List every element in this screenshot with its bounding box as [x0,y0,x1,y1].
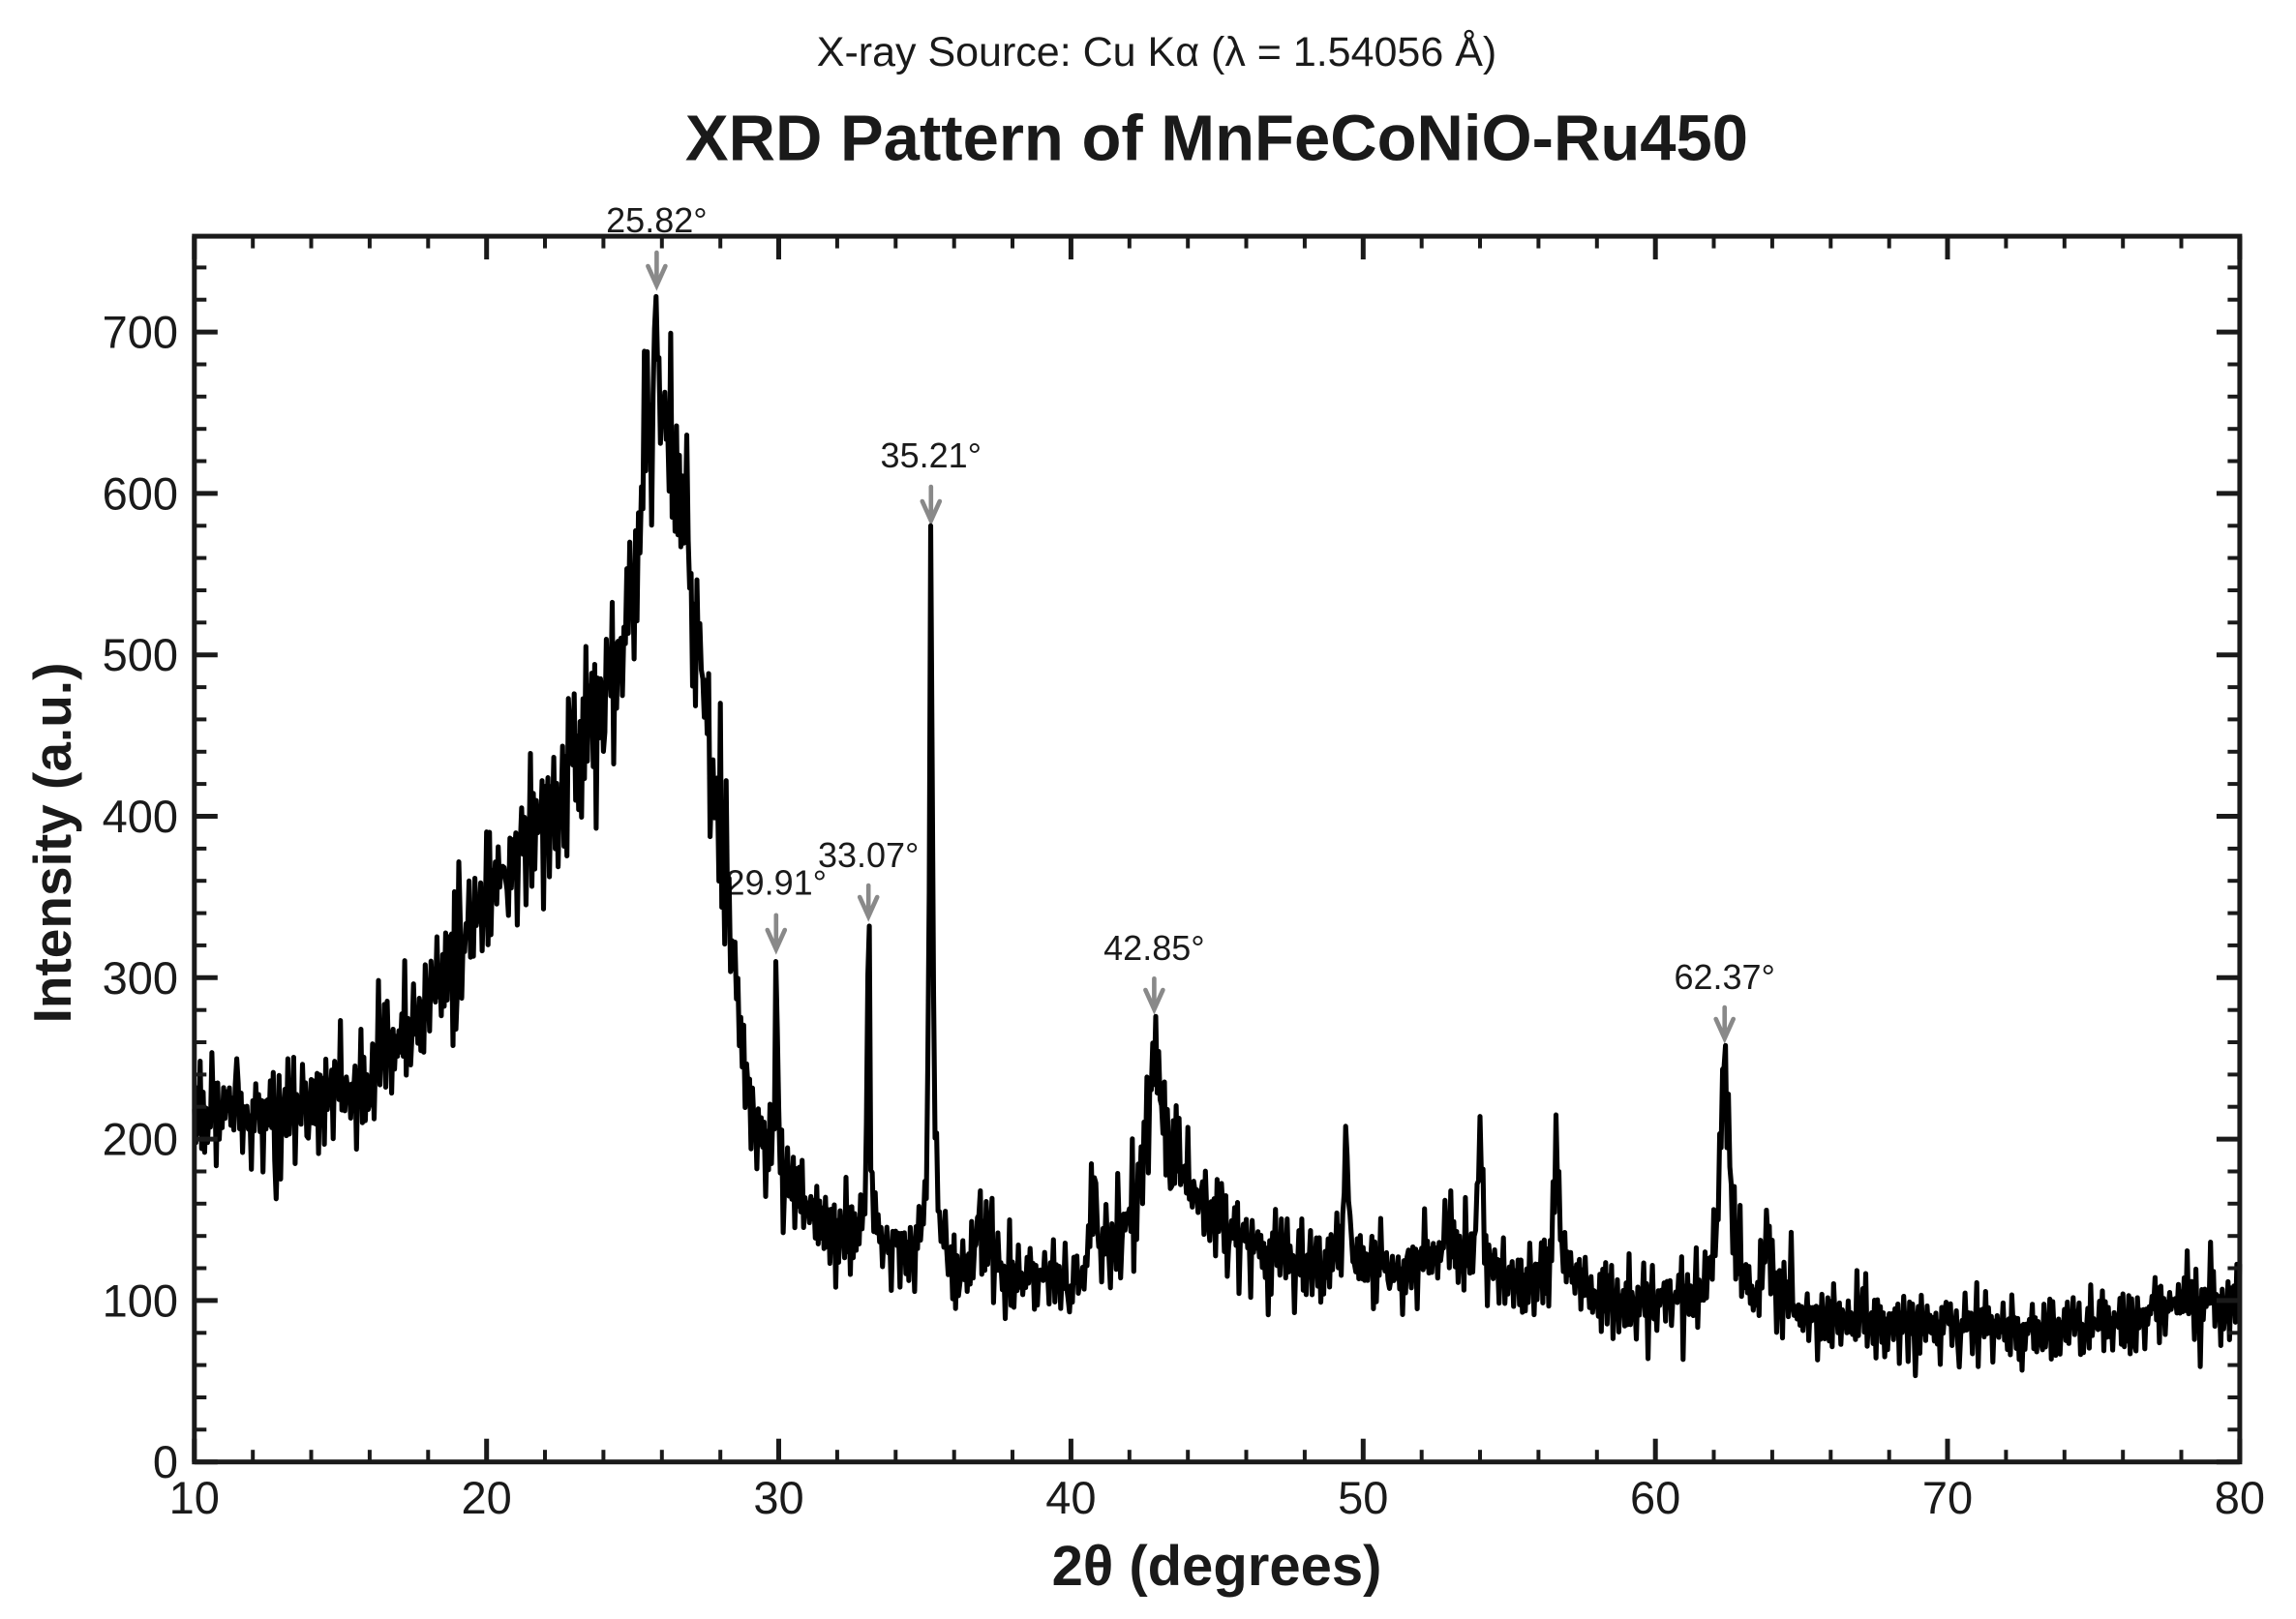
svg-text:50: 50 [1338,1472,1388,1523]
svg-text:0: 0 [153,1436,178,1487]
svg-text:200: 200 [103,1114,178,1165]
svg-text:10: 10 [169,1472,220,1523]
svg-text:2θ (degrees): 2θ (degrees) [1052,1535,1382,1598]
svg-text:100: 100 [103,1274,178,1326]
svg-text:33.07°: 33.07° [818,835,919,875]
svg-text:25.82°: 25.82° [606,200,707,240]
svg-text:40: 40 [1045,1472,1096,1523]
svg-text:20: 20 [462,1472,512,1523]
svg-text:35.21°: 35.21° [881,435,982,475]
svg-text:70: 70 [1922,1472,1973,1523]
svg-text:30: 30 [753,1472,803,1523]
svg-text:600: 600 [103,467,178,519]
svg-text:80: 80 [2215,1472,2265,1523]
svg-text:Intensity (a.u.): Intensity (a.u.) [22,663,82,1024]
svg-text:XRD Pattern of MnFeCoNiO-Ru450: XRD Pattern of MnFeCoNiO-Ru450 [685,103,1748,175]
svg-text:29.91°: 29.91° [726,863,827,903]
svg-text:700: 700 [103,307,178,358]
svg-text:62.37°: 62.37° [1674,957,1774,997]
svg-text:400: 400 [103,791,178,842]
svg-text:500: 500 [103,629,178,680]
svg-text:60: 60 [1630,1472,1680,1523]
svg-text:300: 300 [103,952,178,1004]
svg-text:X-ray Source: Cu Kα (λ = 1.540: X-ray Source: Cu Kα (λ = 1.54056 Å) [817,29,1496,75]
svg-text:42.85°: 42.85° [1103,928,1204,968]
